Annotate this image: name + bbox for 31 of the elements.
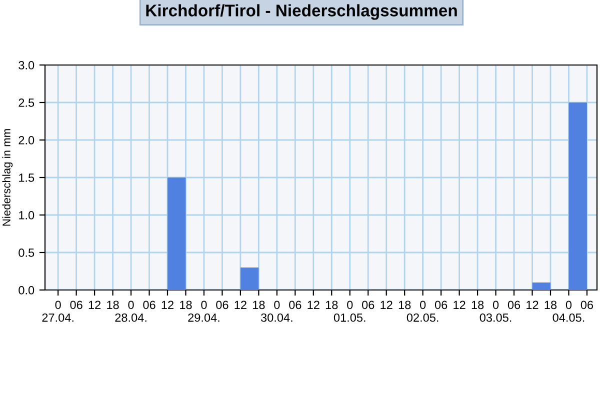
x-tick-label: 12 [380,300,392,309]
x-tick-label: 18 [180,300,192,310]
x-tick-label: 18 [326,300,338,310]
y-tick-label: 0.0 [18,286,34,294]
y-tick-label: 1.0 [19,211,34,220]
x-tick-label: 06 [508,300,520,310]
x-tick-label: 18 [472,300,484,310]
x-tick-label: 12 [162,300,174,309]
x-tick-label: 06 [216,300,228,310]
x-tick-label: 06 [70,300,82,310]
x-tick-label: 12 [88,300,101,309]
y-tick-label: 3.0 [18,61,34,70]
x-tick-label: 18 [107,300,119,310]
x-tick-label: 12 [308,300,320,309]
x-tick-label: 12 [234,300,246,309]
x-tick-label: 12 [526,300,538,309]
y-tick-label: 0.5 [18,248,34,257]
x-tick-label: 18 [544,300,557,310]
x-tick-label: 06 [362,300,374,310]
x-tick-label: 06 [289,300,302,310]
y-axis-title: Niederschlag in mm [2,129,13,226]
x-tick-label: 18 [253,300,265,310]
y-tick-label: 1.5 [19,174,34,182]
x-tick-label: 06 [143,300,156,310]
chart-title: Kirchdorf/Tirol - Niederschlagssummen [146,4,457,20]
y-tick-label: 2.0 [18,136,34,144]
x-tick-label: 12 [454,300,466,309]
x-tick-label: 18 [398,300,411,310]
x-tick-label: 06 [580,300,594,310]
y-tick-label: 2.5 [18,98,34,107]
x-tick-label: 06 [434,300,448,310]
